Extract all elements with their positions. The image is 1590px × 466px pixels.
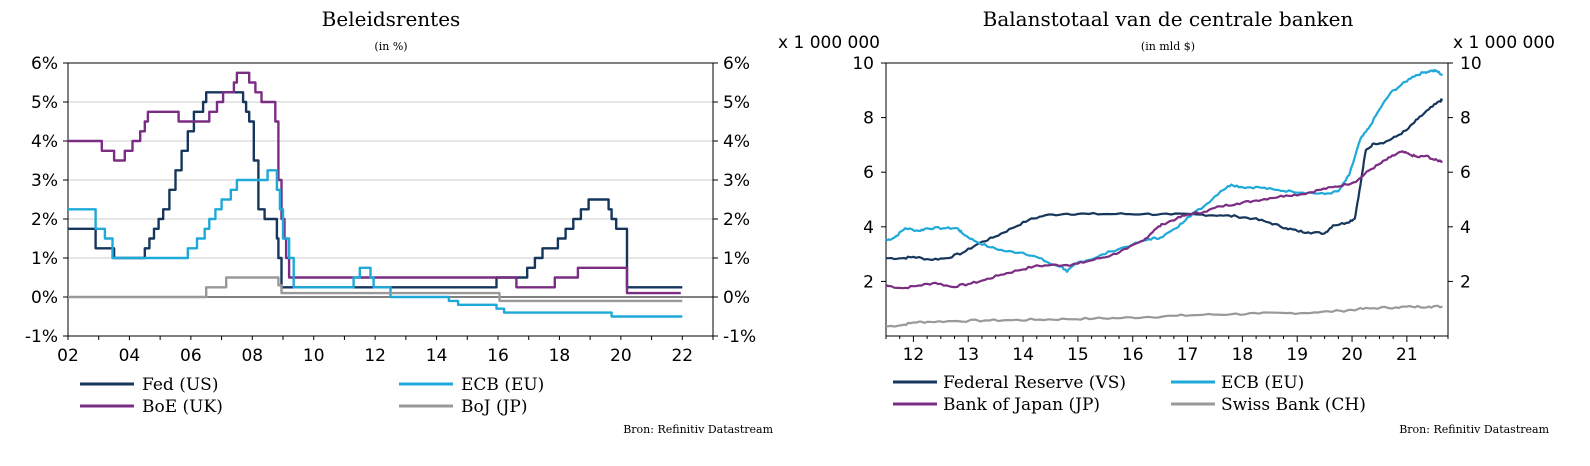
legend-label-federal-reserve: Federal Reserve (VS) (943, 373, 1126, 393)
x-axis: 12 13 14 15 16 17 18 19 20 21 (885, 336, 1449, 365)
source-note: Bron: Refinitiv Datastream (623, 423, 773, 436)
y-tick-label-right: 1% (723, 249, 750, 269)
legend-label-ecb: ECB (EU) (1221, 373, 1304, 393)
series-line-boj-jp (68, 276, 683, 303)
y-tick-label-right: -1% (723, 327, 756, 347)
x-tick-label: 04 (119, 346, 141, 366)
y-tick-label-right: 6% (723, 54, 750, 74)
chart-policy-rates: Beleidsrentes (in %) -1% 0% 1% 2% 3% 4% 5% 6% -… (25, 7, 774, 436)
y-tick-label: 3% (31, 171, 58, 191)
y-tick-label: -1% (25, 327, 58, 347)
series-lines (68, 71, 683, 318)
chart-title: Beleidsrentes (322, 7, 461, 31)
y-unit-left: x 1 000 000 (778, 33, 880, 53)
y-tick-label: 4 (863, 218, 874, 238)
y-tick-label-right: 2% (723, 210, 750, 230)
chart-subtitle: (in %) (374, 40, 407, 53)
y-tick-label: 2 (863, 272, 874, 292)
y-axis-right: 2 4 6 8 10 (1448, 54, 1482, 292)
x-tick-label: 15 (1067, 345, 1089, 365)
y-axis-left: 2 4 6 8 10 (852, 54, 886, 292)
y-tick-label-right: 3% (723, 171, 750, 191)
series-lines (885, 69, 1444, 328)
y-tick-label: 0% (31, 288, 58, 308)
y-tick-label: 8 (863, 109, 874, 129)
series-line-federal-reserve-vs (886, 98, 1444, 261)
y-tick-label: 10 (852, 54, 874, 74)
x-tick-label: 16 (1122, 345, 1144, 365)
y-axis-right: -1% 0% 1% 2% 3% 4% 5% 6% (713, 54, 756, 347)
x-tick-label: 18 (1232, 345, 1254, 365)
y-tick-label-right: 0% (723, 288, 750, 308)
x-tick-label: 10 (303, 346, 325, 366)
series-line-fed-us (68, 91, 683, 289)
source-note: Bron: Refinitiv Datastream (1399, 423, 1549, 436)
x-tick-label: 02 (57, 346, 79, 366)
x-tick-label: 18 (549, 346, 571, 366)
legend-label-bank-of-japan: Bank of Japan (JP) (943, 395, 1100, 415)
y-tick-label-right: 4% (723, 132, 750, 152)
y-tick-label-right: 5% (723, 93, 750, 113)
y-axis-left: -1% 0% 1% 2% 3% 4% 5% 6% (25, 54, 68, 347)
legend-label-swiss-bank: Swiss Bank (CH) (1221, 395, 1366, 415)
x-tick-label: 06 (180, 346, 202, 366)
series-line-boe-uk (68, 71, 681, 295)
legend-label-fed: Fed (US) (142, 375, 218, 395)
y-tick-label: 5% (31, 93, 58, 113)
x-tick-label: 17 (1177, 345, 1199, 365)
x-tick-label: 13 (957, 345, 979, 365)
legend-label-boe: BoE (UK) (142, 397, 223, 417)
chart-balance-sheets: Balanstotaal van de centrale banken (in … (778, 7, 1555, 436)
series-line-ecb-eu (68, 169, 683, 318)
series-line-ecb-eu (885, 69, 1444, 273)
x-tick-label: 19 (1286, 345, 1308, 365)
x-axis: 02 04 06 08 10 12 14 16 18 20 22 (57, 336, 714, 366)
y-unit-right: x 1 000 000 (1453, 33, 1555, 53)
x-tick-label: 20 (610, 346, 632, 366)
x-tick-label: 08 (241, 346, 263, 366)
chart-subtitle: (in mld $) (1141, 40, 1195, 53)
series-line-swiss-bank-ch (885, 304, 1443, 328)
y-tick-label: 1% (31, 249, 58, 269)
y-tick-label-right: 4 (1460, 218, 1471, 238)
y-tick-label: 6% (31, 54, 58, 74)
y-tick-label: 6 (863, 163, 874, 183)
plot-frame (885, 62, 1449, 337)
y-tick-label-right: 2 (1460, 272, 1471, 292)
plot-frame (67, 62, 714, 337)
y-tick-label-right: 10 (1460, 54, 1482, 74)
x-tick-label: 16 (487, 346, 509, 366)
legend-label-ecb: ECB (EU) (461, 375, 544, 395)
x-tick-label: 21 (1396, 345, 1418, 365)
x-tick-label: 14 (1012, 345, 1034, 365)
y-tick-label: 2% (31, 210, 58, 230)
y-tick-label-right: 6 (1460, 163, 1471, 183)
legend-label-boj: BoJ (JP) (461, 397, 527, 417)
series-line-bank-of-japan-jp (885, 150, 1443, 290)
legend: Federal Reserve (VS) Bank of Japan (JP) … (893, 373, 1366, 415)
x-tick-label: 12 (364, 346, 386, 366)
x-tick-label: 14 (426, 346, 448, 366)
y-tick-label: 4% (31, 132, 58, 152)
y-tick-label-right: 8 (1460, 109, 1471, 129)
legend: Fed (US) BoE (UK) ECB (EU) BoJ (JP) (80, 375, 544, 417)
x-tick-label: 12 (903, 345, 925, 365)
x-tick-label: 22 (671, 346, 693, 366)
x-tick-label: 20 (1341, 345, 1363, 365)
chart-title: Balanstotaal van de centrale banken (983, 7, 1354, 31)
